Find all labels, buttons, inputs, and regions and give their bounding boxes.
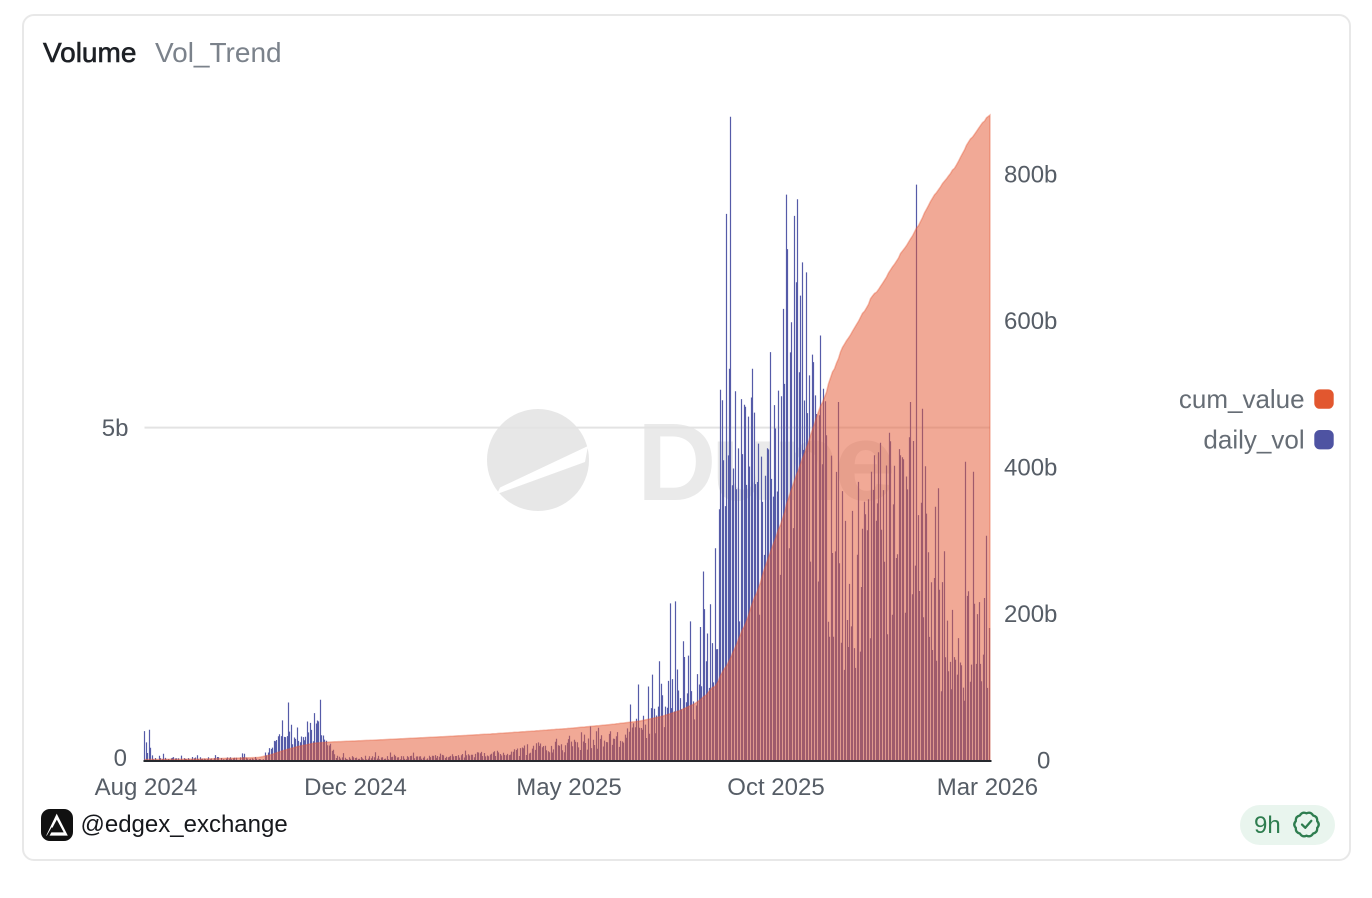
svg-text:800b: 800b <box>1004 162 1057 189</box>
svg-text:Oct 2025: Oct 2025 <box>727 774 824 801</box>
svg-text:daily_vol: daily_vol <box>1203 425 1304 455</box>
svg-text:0: 0 <box>114 745 127 772</box>
svg-text:600b: 600b <box>1004 308 1057 335</box>
svg-text:cum_value: cum_value <box>1179 384 1305 414</box>
svg-text:5b: 5b <box>102 415 129 442</box>
svg-text:200b: 200b <box>1004 601 1057 628</box>
svg-text:May 2025: May 2025 <box>516 774 621 801</box>
svg-text:Mar 2026: Mar 2026 <box>937 774 1038 801</box>
svg-text:0: 0 <box>1037 748 1050 775</box>
svg-text:400b: 400b <box>1004 455 1057 482</box>
svg-text:Aug 2024: Aug 2024 <box>95 774 198 801</box>
svg-text:Dec 2024: Dec 2024 <box>304 774 407 801</box>
